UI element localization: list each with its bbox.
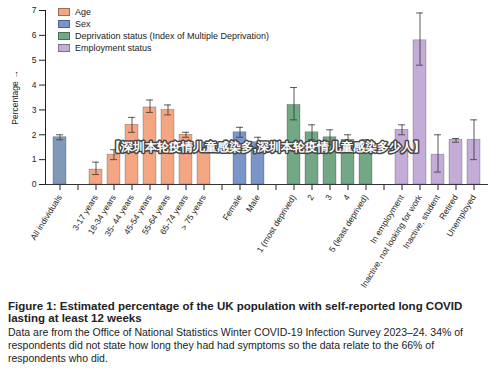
html-text:Sex: Sex <box>75 19 91 29</box>
svg-text:2: 2 <box>305 193 316 203</box>
html-text:Deprivation status (Index of M: Deprivation status (Index of Multiple De… <box>75 31 270 41</box>
svg-text:2: 2 <box>32 130 37 140</box>
html-text:Employment status: Employment status <box>75 43 152 53</box>
svg-text:Female: Female <box>221 193 245 223</box>
svg-text:Inactive, student: Inactive, student <box>401 192 443 250</box>
svg-text:1: 1 <box>32 154 37 164</box>
svg-text:45-54 years: 45-54 years <box>121 192 154 237</box>
svg-text:Male: Male <box>244 193 262 214</box>
svg-text:55-64 years: 55-64 years <box>139 192 172 237</box>
html-text:Age: Age <box>75 7 91 17</box>
svg-text:35- 44 years: 35- 44 years <box>102 192 136 239</box>
svg-text:0: 0 <box>32 179 37 189</box>
svg-text:5 (least deprived): 5 (least deprived) <box>327 193 370 254</box>
svg-text:7: 7 <box>32 5 37 15</box>
svg-text:Retired: Retired <box>437 192 460 222</box>
svg-text:Percentage →: Percentage → <box>10 70 20 124</box>
svg-text:65-74 years: 65-74 years <box>157 192 190 237</box>
svg-text:4: 4 <box>32 80 37 90</box>
svg-text:3: 3 <box>323 193 334 203</box>
html-text:Data are from the Office of Na: Data are from the Office of National Sta… <box>8 326 463 364</box>
svg-text:All individuals: All individuals <box>28 193 64 242</box>
svg-text:3: 3 <box>32 105 37 115</box>
svg-text:Unemployed: Unemployed <box>444 193 478 239</box>
svg-text:6: 6 <box>32 30 37 40</box>
html-text:Figure 1: Estimated percentage: Figure 1: Estimated percentage of the UK… <box>8 300 463 324</box>
svg-text:18-34 years: 18-34 years <box>85 192 118 237</box>
svg-text:【深圳本轮疫情儿童感染多,深圳本轮疫情儿童感染多少人】: 【深圳本轮疫情儿童感染多,深圳本轮疫情儿童感染多少人】 <box>109 140 424 154</box>
svg-text:Inactive, not looking for work: Inactive, not looking for work <box>358 192 424 290</box>
svg-text:> 75 years: > 75 years <box>178 193 208 232</box>
svg-text:In employment: In employment <box>368 192 406 246</box>
svg-text:1 (most deprived): 1 (most deprived) <box>254 193 298 255</box>
svg-text:3-17 years: 3-17 years <box>70 192 100 233</box>
svg-text:5: 5 <box>32 55 37 65</box>
svg-text:4: 4 <box>341 193 352 203</box>
